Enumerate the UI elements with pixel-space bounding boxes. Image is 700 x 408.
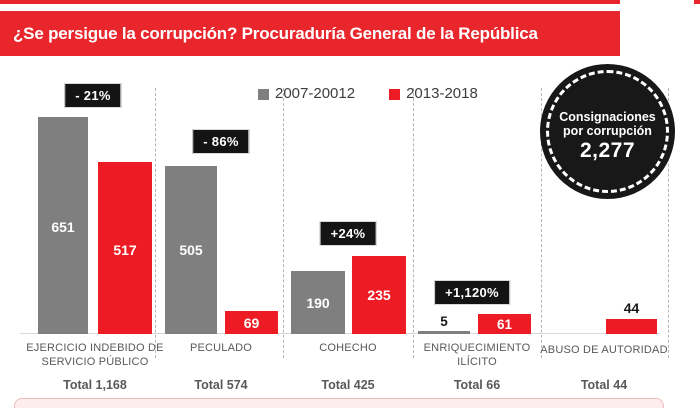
bottom-pink-strip [14,398,664,408]
change-badge-enriquecimiento: +1,120% [434,280,510,305]
bar-value-gray-enriquecimiento: 5 [440,314,448,329]
bar-value-red-enriquecimiento: 61 [496,317,513,332]
change-badge-peculado: - 86% [192,129,250,154]
bar-gray-peculado: 505 [165,166,217,334]
bar-red-ejercicio: 517 [98,162,152,334]
circle-badge-text: Consignaciones por corrupción 2,277 [540,110,675,163]
legend-label-2007-20012: 2007-20012 [275,85,356,102]
total-label-peculado: Total 574 [194,378,248,392]
bar-red-abuso [606,319,657,334]
group-separator-4 [541,88,542,358]
group-separator-3 [413,88,414,358]
legend-label-2013-2018: 2013-2018 [406,85,478,102]
bar-gray-ejercicio: 651 [38,117,88,334]
bar-value-gray-ejercicio: 651 [51,219,75,235]
total-label-ejercicio: Total 1,168 [63,378,127,392]
title-banner: ¿Se persigue la corrupción? Procuraduría… [0,11,620,56]
bar-red-cohecho: 235 [352,256,406,334]
bar-gray-enriquecimiento [418,331,470,334]
group-separator-5 [668,88,669,358]
group-separator-2 [283,88,284,358]
change-badge-ejercicio: - 21% [64,83,122,108]
bar-red-peculado: 69 [225,311,278,334]
consignaciones-circle-badge: Consignaciones por corrupción 2,277 [540,64,675,199]
circle-badge-value: 2,277 [579,139,636,162]
category-label-abuso: ABUSO DE AUTORIDAD [540,344,668,356]
group-separator-1 [155,88,156,358]
category-label-cohecho: COHECHO [319,342,377,354]
bar-value-red-abuso: 44 [623,300,640,316]
legend-swatch-2013-2018 [389,88,401,100]
top-red-strip [0,0,620,4]
category-label-enriquecimiento: ENRIQUECIMIENTO ILÍCITO [423,342,531,368]
total-label-abuso: Total 44 [580,378,628,392]
change-badge-cohecho: +24% [319,221,377,246]
bar-gray-cohecho: 190 [291,271,345,334]
top-right-red-fragment [694,0,700,4]
page-title: ¿Se persigue la corrupción? Procuraduría… [13,24,538,43]
legend-swatch-2007-20012 [258,88,269,100]
bar-value-gray-cohecho: 190 [306,295,330,311]
bar-value-red-cohecho: 235 [367,287,391,303]
bar-value-gray-peculado: 505 [179,242,203,258]
total-label-cohecho: Total 425 [321,378,375,392]
dashed-ring [546,70,669,193]
bar-value-red-ejercicio: 517 [113,242,137,258]
category-label-ejercicio: EJERCICIO INDEBIDO DE SERVICIO PÚBLICO [26,342,164,368]
bar-red-enriquecimiento: 61 [478,314,531,334]
chart-legend: 2007-20012 2013-2018 [258,85,478,102]
bar-value-red-peculado: 69 [243,315,260,331]
total-label-enriquecimiento: Total 66 [453,378,501,392]
category-label-peculado: PECULADO [189,342,253,354]
